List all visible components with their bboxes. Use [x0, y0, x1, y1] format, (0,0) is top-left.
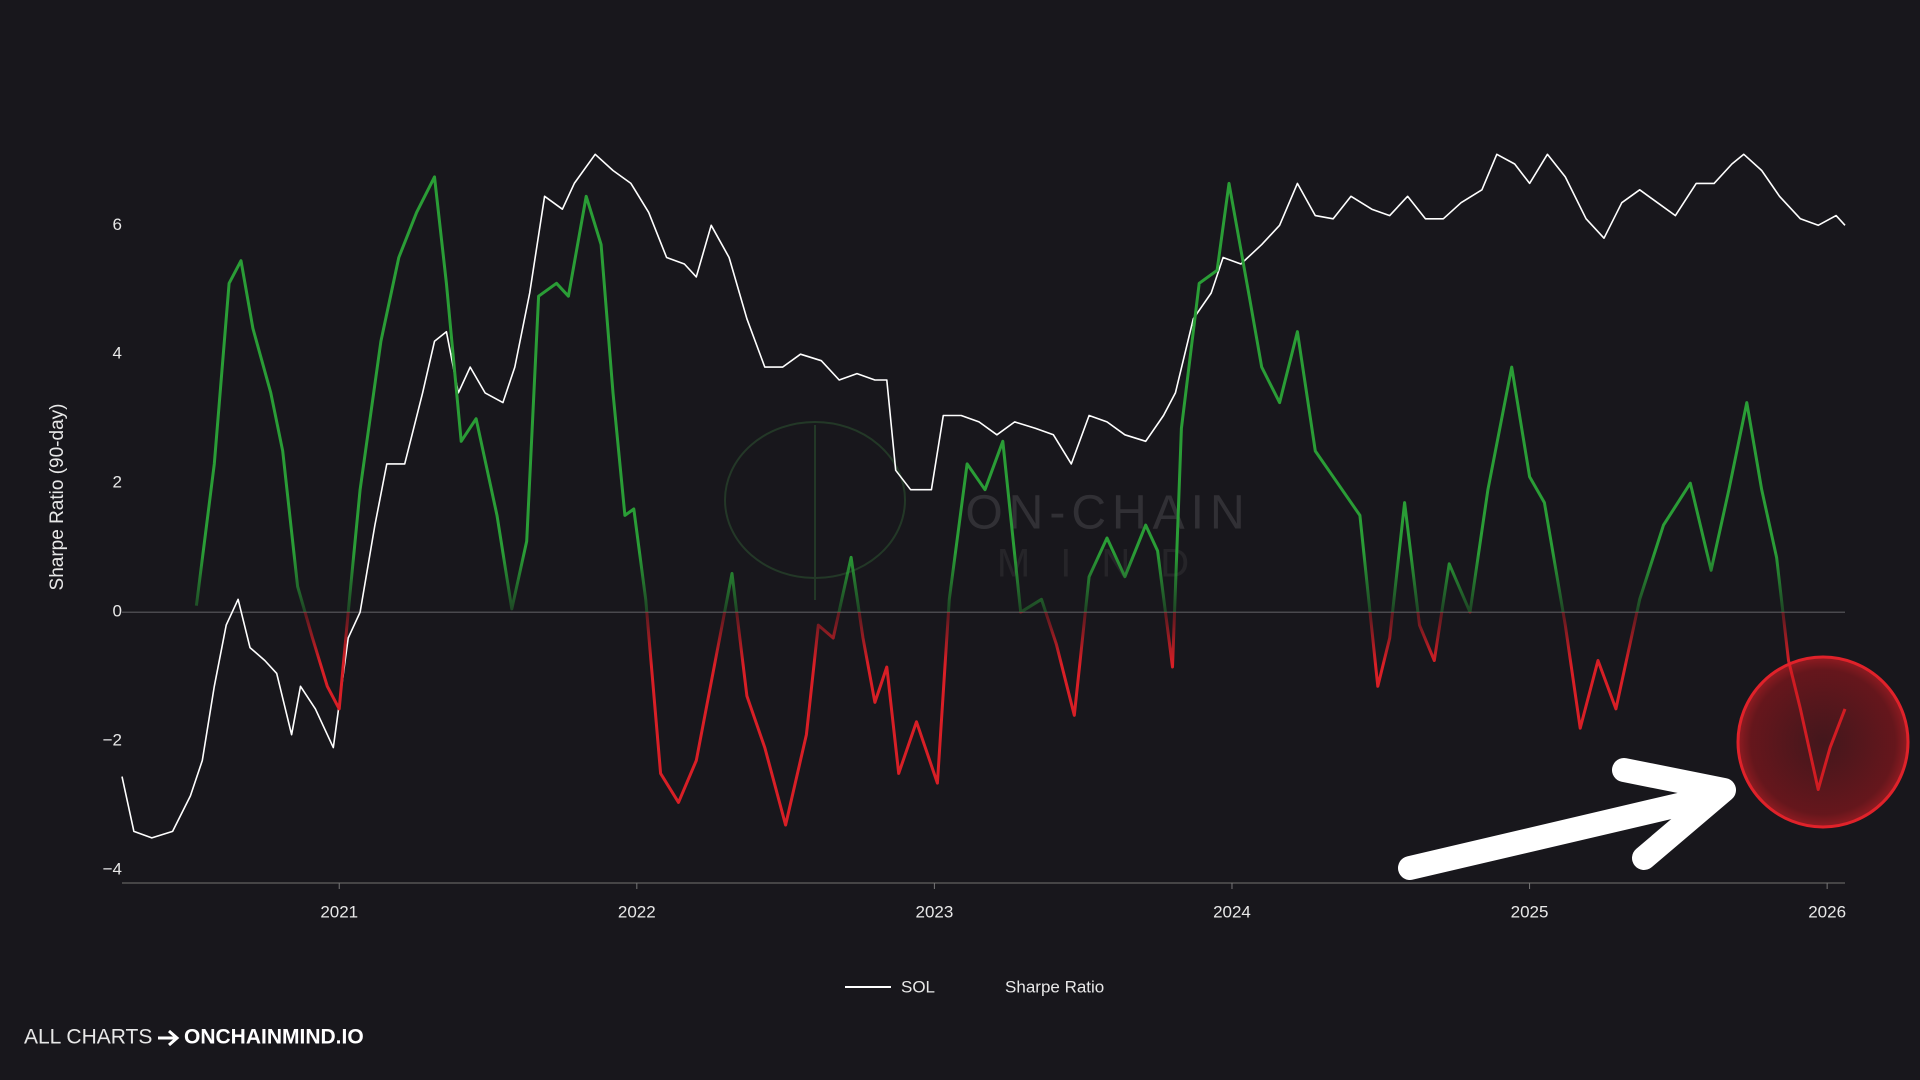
annotation-arrow: [1398, 788, 1712, 880]
series-line: [121, 153, 1846, 839]
x-tick-label: 2026: [1808, 902, 1846, 921]
x-tick-label: 2025: [1511, 902, 1549, 921]
footer-prefix: ALL CHARTS: [24, 1026, 152, 1049]
y-tick-label: −2: [103, 731, 122, 750]
x-tick-label: 2024: [1213, 902, 1251, 921]
legend-label: Sharpe Ratio: [1005, 977, 1104, 996]
highlight-circle: [1736, 655, 1910, 829]
y-tick-label: 0: [113, 602, 122, 621]
footer-arrow: [158, 1029, 180, 1047]
series-line: [194, 175, 1847, 827]
legend: SOL Sharpe Ratio: [845, 977, 1104, 996]
annotation-arrow-head: [1612, 758, 1736, 870]
y-tick-label: −4: [103, 860, 122, 879]
x-tick-label: 2022: [618, 902, 656, 921]
x-tick-label: 2023: [915, 902, 953, 921]
x-tick-label: 2021: [320, 902, 358, 921]
watermark-text: MIND: [997, 542, 1219, 586]
footer-site: ONCHAINMIND.IO: [184, 1026, 364, 1049]
legend-label: SOL: [901, 977, 935, 996]
footer: ALL CHARTS ONCHAINMIND.IO: [24, 1026, 364, 1049]
y-tick-label: 6: [113, 215, 122, 234]
annotation: [1398, 655, 1910, 880]
y-tick-label: 4: [113, 344, 122, 363]
y-tick-label: 2: [113, 473, 122, 492]
plot: −4 −2 0 2 4 6 2021 2022 2023 2024 2025 2026: [103, 153, 1847, 921]
y-axis-title: Sharpe Ratio (90-day): [47, 404, 68, 591]
watermark: ON-CHAIN MIND: [724, 421, 1245, 600]
